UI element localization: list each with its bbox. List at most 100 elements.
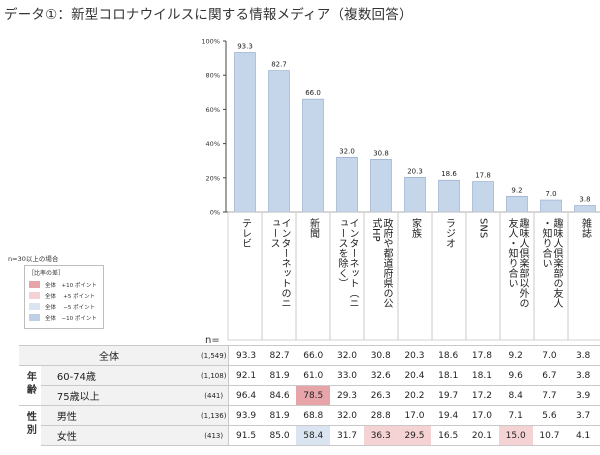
y-tick-label: 20%	[206, 174, 220, 182]
table-cell: 7.1	[498, 405, 533, 426]
table-cell: 6.7	[532, 365, 567, 386]
bar	[574, 205, 596, 213]
bar-value-label: 30.8	[373, 149, 389, 157]
table-row: 性別 男性 (1,136) 93.9 81.9 68.8 32.0 28.8 17.0 19.4 1…	[19, 405, 600, 446]
table-cell: 9.2	[498, 345, 533, 366]
bar	[506, 195, 528, 213]
table-row: 75歳以上 (441) 96.4 84.6 78.5 29.3 26.3 20.2 19.7 17…	[19, 385, 600, 406]
category-label: 新聞	[308, 217, 320, 239]
legend-label: 全体 +5 ポイント	[45, 294, 96, 300]
n-label: n=	[205, 335, 220, 346]
sample-size: (1,136)	[198, 405, 230, 426]
sample-size: (1,108)	[198, 365, 230, 386]
table-cell: 18.1	[465, 365, 499, 386]
category-cell	[567, 211, 600, 341]
table-cell: 9.6	[498, 365, 533, 386]
table-cell: 19.4	[431, 405, 466, 426]
y-tick-label: 60%	[206, 106, 220, 114]
row-label: 60-74歳	[40, 365, 199, 386]
table-cell: 93.3	[228, 345, 263, 366]
bar	[234, 52, 256, 213]
table-cell: 15.0	[498, 425, 533, 446]
legend-item-plus5: 全体 +5 ポイント	[29, 291, 103, 300]
legend-label: 全体 −5 ポイント	[45, 305, 96, 311]
table-cell: 20.1	[465, 425, 499, 446]
category-label: ・知り合い	[540, 218, 552, 268]
table-cell: 18.1	[431, 365, 466, 386]
bar-value-label: 7.0	[545, 190, 556, 198]
legend-swatch	[29, 303, 40, 310]
table-cell: 3.7	[566, 405, 600, 426]
table-cell: 96.4	[228, 385, 263, 406]
table-cell: 19.7	[431, 385, 466, 406]
table-cell: 26.3	[363, 385, 398, 406]
bar-value-label: 9.2	[511, 186, 522, 194]
group-label: 年齢	[19, 365, 41, 406]
group-label: 性別	[19, 405, 41, 446]
group-label-text: 性別	[24, 411, 36, 438]
legend-label: 全体 +10 ポイント	[45, 283, 97, 289]
table-cell: 7.0	[532, 345, 567, 366]
row-label: 75歳以上	[40, 385, 199, 406]
table-cell: 32.0	[330, 345, 364, 366]
table-row: 年齢 60-74歳 (1,108) 92.1 81.9 61.0 33.0 32.6 20.4 1…	[19, 365, 600, 406]
table-cell: 91.5	[228, 425, 263, 446]
bar	[404, 176, 426, 213]
table-cell: 16.5	[431, 425, 466, 446]
table-cell: 17.0	[465, 405, 499, 426]
legend-swatch	[29, 314, 40, 321]
table-row: 女性 (413) 91.5 85.0 58.4 31.7 36.3 29.5 16.5 20.1 1…	[19, 425, 600, 446]
y-tick-label: 0%	[210, 209, 220, 217]
legend-item-minus10: 全体 −10 ポイント	[29, 313, 103, 322]
bar	[302, 98, 324, 213]
bar-value-label: 32.0	[339, 147, 355, 155]
table-cell: 32.0	[330, 405, 364, 426]
table-cell: 8.4	[498, 385, 533, 406]
table-cell: 7.7	[532, 385, 567, 406]
table-cell: 58.4	[296, 425, 331, 446]
category-label: ュース	[268, 218, 279, 248]
table-cell: 29.3	[330, 385, 364, 406]
bar-value-label: 93.3	[237, 42, 253, 50]
table-cell: 81.9	[262, 365, 297, 386]
sample-size: (1,549)	[198, 345, 230, 366]
table-cell: 32.6	[363, 365, 398, 386]
table-cell: 29.5	[397, 425, 432, 446]
table-cell: 20.3	[397, 345, 432, 366]
sample-size: (441)	[198, 385, 230, 406]
legend-swatch	[29, 292, 40, 299]
table-cell: 3.8	[566, 345, 600, 366]
category-label: インターネット（ニ	[347, 218, 359, 308]
table-cell: 92.1	[228, 365, 263, 386]
table-cell: 84.6	[262, 385, 297, 406]
bar-value-label: 66.0	[305, 89, 321, 97]
table-cell: 4.1	[566, 425, 600, 446]
bar-value-label: 20.3	[407, 167, 423, 175]
category-label: ラジオ	[444, 218, 455, 248]
legend-label: 全体 −10 ポイント	[45, 316, 97, 322]
table-cell: 20.2	[397, 385, 432, 406]
table-cell: 36.3	[363, 425, 398, 446]
row-label: 女性	[40, 425, 199, 446]
table-cell: 82.7	[262, 345, 297, 366]
table-cell: 5.6	[532, 405, 567, 426]
category-label: 趣味人倶楽部以外の	[517, 217, 529, 308]
legend-title: ［比率の差］	[28, 270, 65, 277]
category-label: 家族	[410, 217, 422, 238]
legend-item-minus5: 全体 −5 ポイント	[29, 302, 103, 311]
table-cell: 85.0	[262, 425, 297, 446]
table-row: 全体 (1,549) 93.3 82.7 66.0 32.0 30.8 20.3 18.6 17.…	[19, 345, 600, 366]
table-cell: 3.8	[566, 365, 600, 386]
bar-value-label: 18.6	[441, 170, 457, 178]
table-cell: 33.0	[330, 365, 364, 386]
table-cell: 17.8	[465, 345, 499, 366]
category-label: テレビ	[240, 218, 251, 248]
legend: ［比率の差］ 全体 +10 ポイント 全体 +5 ポイント 全体 −5 ポイント…	[24, 265, 104, 329]
category-label: 雑誌	[580, 217, 592, 239]
table-cell: 17.2	[465, 385, 499, 406]
table-cell: 68.8	[296, 405, 331, 426]
table-cell: 18.6	[431, 345, 466, 366]
y-tick-label: 100%	[201, 38, 220, 46]
y-tick-label: 40%	[206, 140, 220, 148]
table-cell: 61.0	[296, 365, 331, 386]
